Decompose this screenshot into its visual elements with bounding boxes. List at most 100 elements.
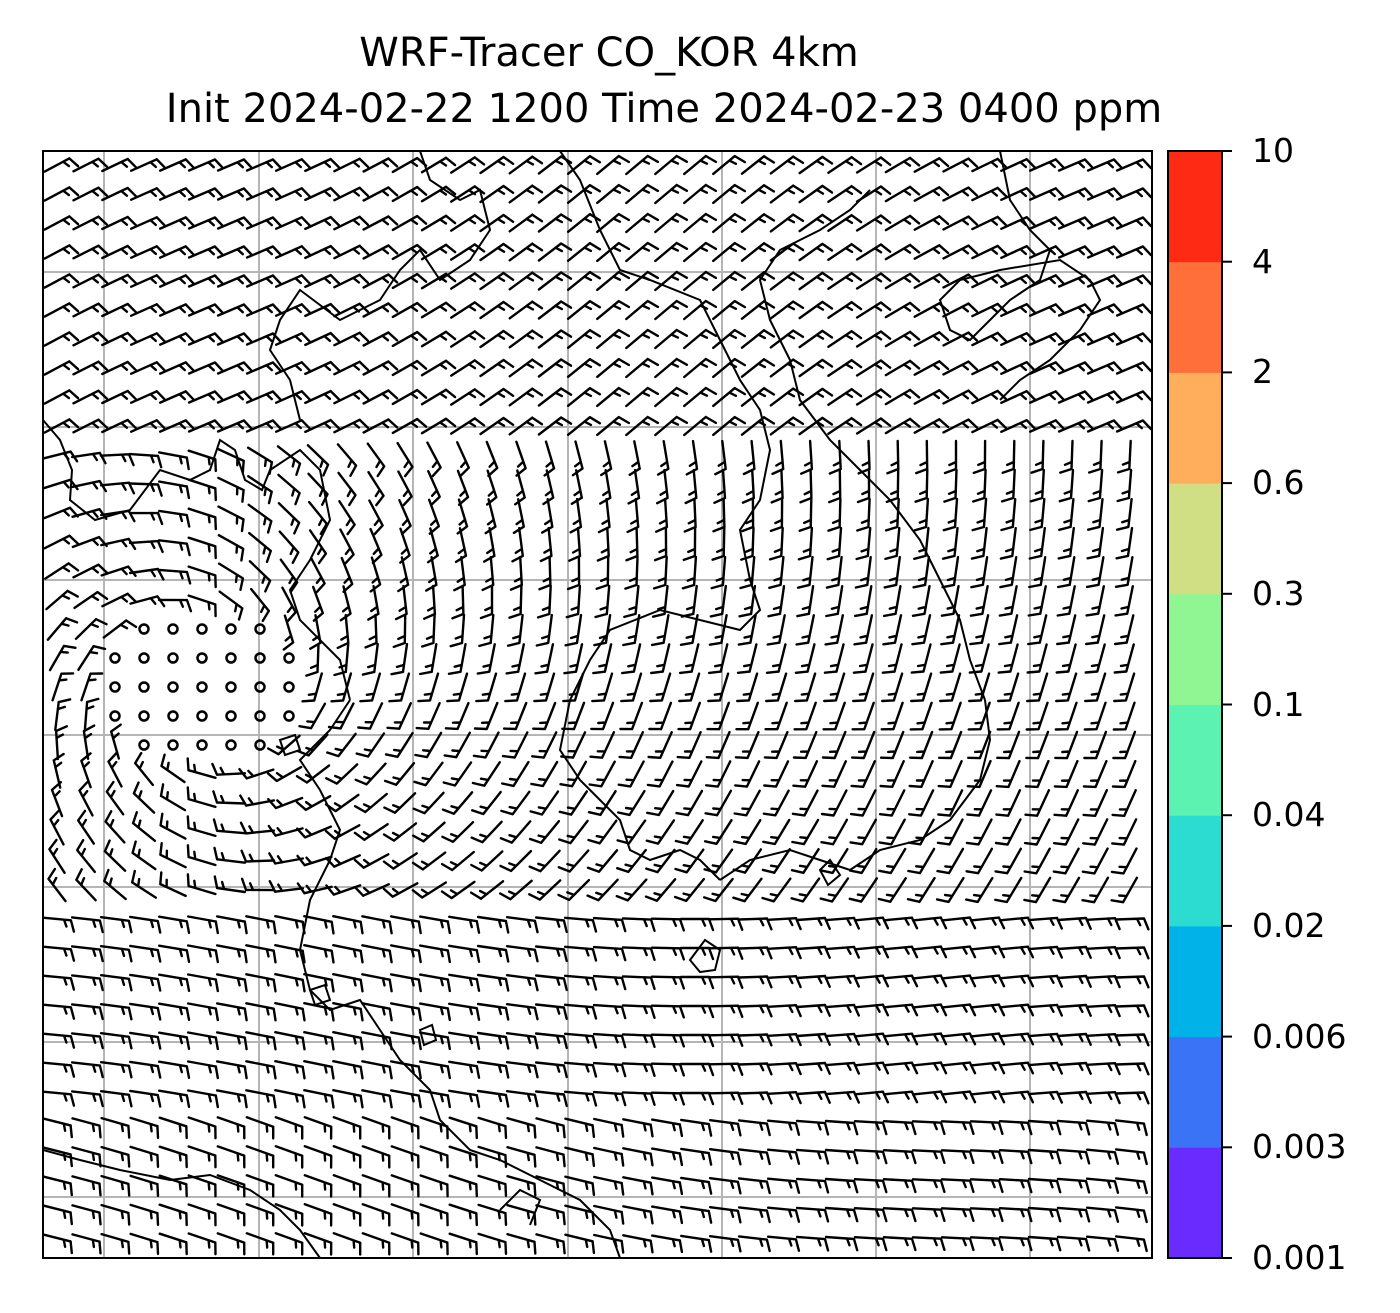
wind-barb [187, 536, 217, 560]
wind-barb [129, 1232, 160, 1255]
wind-barb [679, 1033, 715, 1048]
wind-barb [129, 1031, 162, 1050]
wind-barb [419, 915, 451, 935]
wind-barb [537, 416, 573, 436]
wind-barb [621, 1091, 656, 1106]
wind-barb [353, 792, 388, 814]
wind-barb [623, 584, 640, 619]
wind-barb [508, 416, 544, 436]
wind-barb [448, 1089, 481, 1108]
wind-barb [43, 302, 80, 318]
wind-barb [506, 1146, 537, 1168]
wind-barb [825, 555, 843, 589]
wind-barb [563, 945, 598, 962]
wind-barb [333, 157, 370, 173]
wind-barb [827, 156, 863, 174]
wind-barb [625, 328, 660, 350]
wind-barb [383, 792, 417, 814]
wind-barb [679, 917, 715, 932]
wind-barb [790, 877, 821, 903]
wind-barb [441, 821, 475, 843]
wind-barb [654, 183, 689, 205]
wind-barb [1025, 701, 1049, 731]
wind-barb [824, 1206, 859, 1223]
wind-barb [216, 187, 254, 201]
wind-barb [683, 241, 718, 263]
wind-barb [129, 1145, 160, 1168]
wind-barb [622, 1234, 654, 1254]
wind-barb [1114, 1004, 1150, 1018]
wind-barb [50, 781, 64, 818]
wind-barb [592, 643, 613, 675]
wind-barb [563, 1061, 598, 1078]
wind-barb [1023, 876, 1052, 904]
wind-barb [332, 1031, 364, 1051]
wind-barb [419, 1002, 451, 1022]
wind-barb [913, 273, 950, 289]
wind-barb [476, 915, 510, 934]
wind-barb [881, 672, 904, 703]
wind-barb [187, 303, 225, 317]
wind-barb [1115, 158, 1152, 172]
calm-wind-marker [196, 652, 208, 664]
wind-barb [650, 917, 685, 932]
wind-barb [72, 563, 109, 579]
wind-barb [129, 973, 162, 992]
wind-barb [821, 730, 847, 760]
calm-wind-marker [167, 710, 179, 722]
wind-barb [186, 873, 217, 896]
wind-barb [336, 613, 350, 650]
wind-barb [795, 1177, 830, 1194]
wind-barb [971, 418, 1008, 434]
wind-barb [622, 1147, 654, 1167]
wind-barb [72, 157, 109, 173]
wind-barb [477, 1203, 508, 1226]
wind-barb [514, 469, 526, 506]
wind-barb [1115, 497, 1133, 531]
wind-barb [267, 796, 304, 810]
wind-barb [361, 1145, 391, 1169]
wind-barb [304, 331, 341, 347]
wind-barb [100, 1145, 131, 1168]
wind-barb [678, 643, 700, 675]
wind-barb [1029, 497, 1046, 532]
wind-barbs [43, 154, 1152, 1256]
wind-barb [652, 555, 668, 590]
wind-barb [419, 1174, 449, 1198]
wind-barb [855, 359, 892, 377]
wind-barb [878, 847, 907, 875]
wind-barb [855, 330, 892, 348]
wind-barb [75, 868, 97, 902]
wind-barb [1055, 643, 1077, 674]
wind-barb [282, 614, 295, 651]
wind-barb [100, 565, 137, 577]
wind-barb [130, 361, 167, 375]
wind-barb [1052, 818, 1080, 846]
wind-barb [824, 1148, 859, 1165]
wind-barb [708, 614, 728, 646]
wind-barb [596, 154, 631, 176]
wind-barb [615, 878, 648, 902]
wind-barb [420, 214, 457, 232]
wind-barb [795, 1235, 830, 1252]
calm-wind-marker [283, 710, 295, 722]
wind-barb [882, 1120, 917, 1136]
wind-barb [105, 780, 125, 816]
calm-wind-marker [283, 652, 295, 664]
wind-barb [765, 643, 787, 674]
wind-barb [187, 1060, 219, 1080]
wind-barb [712, 241, 747, 263]
calm-wind-marker [225, 681, 237, 693]
wind-barb [1085, 614, 1106, 646]
wind-barb [825, 585, 844, 618]
wind-barb [275, 158, 312, 172]
wind-barb [737, 1177, 771, 1195]
wind-barb [103, 839, 127, 872]
wind-barb [303, 1145, 333, 1169]
wind-barb [740, 329, 776, 349]
wind-barb [1115, 187, 1152, 201]
colorbar-band [1168, 1147, 1222, 1259]
wind-barb [102, 619, 138, 639]
wind-barb [678, 672, 701, 703]
wind-barb [708, 1119, 742, 1137]
